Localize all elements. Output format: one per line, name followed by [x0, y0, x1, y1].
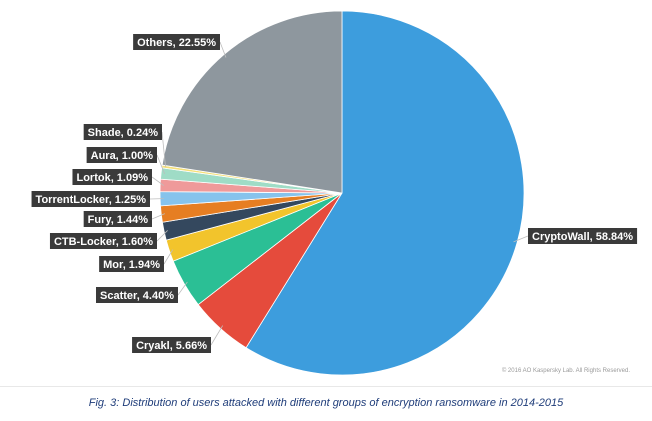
- leader-line-cryakl: [210, 325, 224, 346]
- slice-label-box-others: [133, 34, 220, 50]
- slice-label-text-cryptowall: CryptoWall, 58.84%: [532, 231, 633, 243]
- slice-label-text-torrentlocker: TorrentLocker, 1.25%: [36, 194, 147, 206]
- leader-line-cryptowall: [513, 235, 529, 243]
- slice-label-scatter: Scatter, 4.40%: [96, 287, 178, 303]
- leader-line-scatter: [177, 281, 188, 296]
- leader-line-mor: [163, 249, 174, 265]
- slice-label-box-ctb-locker: [49, 233, 157, 249]
- slice-label-cryptowall: CryptoWall, 58.84%: [528, 228, 638, 244]
- figure-caption: Fig. 3: Distribution of users attacked w…: [88, 397, 564, 409]
- pie-slice-others: [161, 10, 343, 194]
- slice-label-box-mor: [99, 256, 164, 272]
- slice-label-mor: Mor, 1.94%: [99, 256, 164, 272]
- slice-label-shade: Shade, 0.24%: [83, 124, 162, 140]
- pie-chart: CryptoWall, 58.84% Cryakl, 5.66% Scatter, …: [31, 10, 638, 376]
- slice-label-box-cryakl: [132, 337, 211, 353]
- pie-slices: [159, 10, 525, 376]
- slice-label-box-torrentlocker: [31, 191, 150, 207]
- slice-label-cryakl: Cryakl, 5.66%: [132, 337, 211, 353]
- slice-labels: CryptoWall, 58.84% Cryakl, 5.66% Scatter, …: [31, 34, 638, 353]
- slice-label-text-others: Others, 22.55%: [137, 37, 216, 49]
- slice-label-text-shade: Shade, 0.24%: [88, 127, 159, 139]
- leader-line-others: [219, 41, 227, 58]
- slice-label-torrentlocker: TorrentLocker, 1.25%: [31, 191, 150, 207]
- leader-line-aura: [156, 154, 166, 174]
- slice-label-text-ctb-locker: CTB-Locker, 1.60%: [54, 236, 153, 248]
- slice-label-text-cryakl: Cryakl, 5.66%: [136, 340, 207, 352]
- slice-label-text-mor: Mor, 1.94%: [103, 259, 160, 271]
- leader-line-ctb-locker: [156, 230, 168, 242]
- leader-line-fury: [151, 213, 165, 220]
- slice-label-others: Others, 22.55%: [133, 34, 220, 50]
- slice-label-text-lortok: Lortok, 1.09%: [76, 172, 148, 184]
- slice-label-ctb-locker: CTB-Locker, 1.60%: [49, 233, 157, 249]
- slice-label-lortok: Lortok, 1.09%: [72, 169, 152, 185]
- slice-label-box-cryptowall: [528, 228, 638, 244]
- divider: [0, 386, 652, 387]
- slice-label-text-aura: Aura, 1.00%: [91, 150, 154, 162]
- slice-label-text-scatter: Scatter, 4.40%: [100, 290, 174, 302]
- copyright-note: © 2016 AO Kaspersky Lab. All Rights Rese…: [501, 368, 630, 374]
- slice-label-text-fury: Fury, 1.44%: [88, 214, 149, 226]
- leader-lines: [149, 41, 529, 346]
- slice-label-box-fury: [83, 211, 152, 227]
- slice-label-box-aura: [86, 147, 157, 163]
- slice-label-fury: Fury, 1.44%: [83, 211, 152, 227]
- slice-label-aura: Aura, 1.00%: [86, 147, 157, 163]
- leader-line-shade: [161, 131, 166, 167]
- leader-line-lortok: [151, 176, 165, 186]
- slice-label-box-shade: [83, 124, 162, 140]
- slice-label-box-lortok: [72, 169, 152, 185]
- slice-label-box-scatter: [96, 287, 178, 303]
- pie-slice-cryptowall: [245, 10, 525, 376]
